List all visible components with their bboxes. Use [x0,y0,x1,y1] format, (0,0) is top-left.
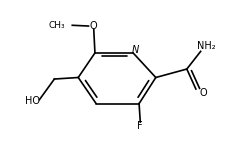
Text: NH₂: NH₂ [197,41,216,51]
Text: N: N [132,45,139,55]
Text: F: F [138,121,143,131]
Text: O: O [199,88,207,98]
Text: O: O [90,21,98,31]
Text: HO: HO [25,96,40,106]
Text: CH₃: CH₃ [48,21,65,30]
